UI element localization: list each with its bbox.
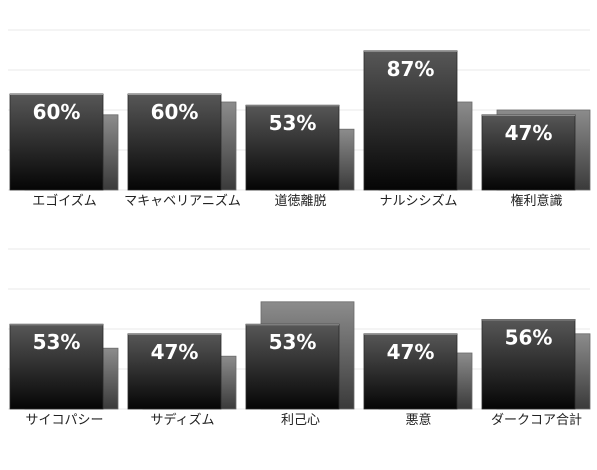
data-label: 60% [33,100,81,124]
category-label: 利己心 [281,413,320,428]
bar-primary [9,93,104,191]
category-label: 権利意識 [510,193,562,209]
category-label: サイコパシー [25,413,103,428]
chart-panel-bottom: 53% サイコパシー 47% サディズム 53% 利己心 47% 悪意 56% ダークコア合計 [8,248,591,428]
bar-primary [9,323,104,410]
data-label: 53% [33,330,81,354]
data-label: 87% [387,57,435,81]
category-label: マキャベリアニズム [124,193,241,209]
data-label: 60% [151,100,199,124]
bar-primary [481,318,576,410]
data-label: 47% [387,340,435,364]
data-label: 47% [151,340,199,364]
bar-primary [481,114,576,191]
category-label: ダークコア合計 [491,412,582,428]
data-label: 56% [505,325,553,349]
category-label: エゴイズム [32,193,97,209]
category-label: ナルシシズム [379,193,457,209]
data-label: 53% [269,111,317,135]
category-label: 悪意 [405,412,431,428]
data-label: 53% [269,330,317,354]
chart-panel-top: 60% エゴイズム 60% マキャベリアニズム 53% 道徳離脱 87% ナルシシズム 47% 権… [8,29,591,209]
data-label: 47% [505,121,553,145]
category-label: サディズム [150,412,214,428]
bar-primary [363,333,458,410]
bar-primary [245,104,340,191]
bar-primary [363,50,458,191]
bar-primary [127,333,222,410]
bar-primary [245,323,340,410]
category-label: 道徳離脱 [274,194,326,209]
